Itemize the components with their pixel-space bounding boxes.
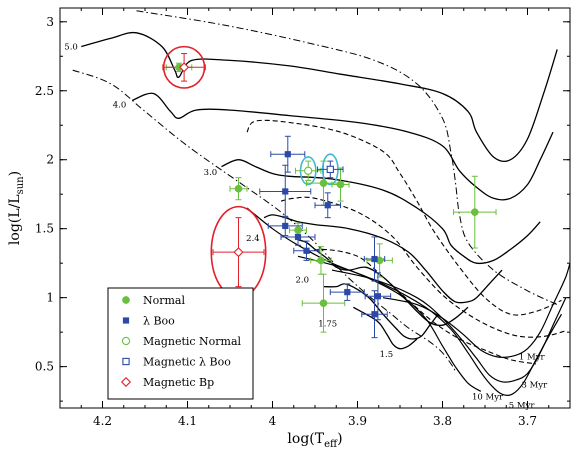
dashdot-curve: [72, 69, 456, 372]
x-axis: 4.2 4.1 4 3.9 3.8 3.7: [59, 8, 571, 428]
data-markers: [175, 62, 479, 318]
data-point: [282, 188, 289, 195]
isochrone-line: [382, 260, 570, 358]
x-tick-label: 3.7: [518, 414, 537, 428]
isochrones: [246, 207, 570, 396]
data-point: [324, 202, 331, 209]
y-tick-label: 1.5: [35, 222, 54, 236]
data-point: [233, 247, 244, 258]
isochrone-label: 1 Myr: [519, 353, 546, 363]
track-mass-label: 1.75: [318, 320, 337, 330]
curve-labels: 1 Myr 3 Myr 5 Myr 10 Myr 5.0 4.0 3.0 2.4 2.0 1.75…: [64, 42, 548, 411]
y-tick-label: 2.5: [35, 84, 54, 98]
x-axis-label: log(Teff): [287, 431, 342, 450]
isochrone-line: [297, 255, 563, 396]
track-line: [131, 92, 554, 201]
track-line: [263, 214, 503, 304]
track-mass-label: 2.0: [295, 275, 309, 285]
data-point: [294, 233, 302, 241]
data-point: [284, 151, 291, 158]
x-tick-label: 3.8: [433, 414, 452, 428]
dashed-curve: [280, 196, 566, 338]
y-tick-label: 1: [46, 291, 54, 305]
dashed-lines: [246, 119, 566, 365]
y-axis: 0.5 1 1.5 2 2.5 3: [35, 15, 570, 402]
data-point: [344, 289, 351, 296]
isochrone-label: 3 Myr: [521, 380, 548, 390]
data-point: [317, 256, 325, 265]
track-line: [221, 159, 541, 265]
track-mass-label: 4.0: [113, 100, 127, 110]
data-point: [336, 180, 345, 189]
x-tick-label: 3.9: [348, 414, 367, 428]
data-point: [179, 62, 190, 73]
data-point: [304, 166, 313, 175]
y-axis-label: log(L/Lsun): [7, 171, 26, 245]
legend-label: Normal: [143, 294, 185, 307]
track-line: [352, 306, 418, 350]
x-tick-label: 4: [269, 414, 277, 428]
legend-label: Magnetic Bp: [143, 376, 214, 389]
data-point: [326, 165, 334, 174]
dashed-curve: [306, 248, 537, 365]
isochrone-line: [246, 207, 482, 392]
isochrone-label: 10 Myr: [472, 393, 504, 403]
isochrone-label: 5 Myr: [509, 401, 536, 411]
legend-marker: [122, 317, 130, 324]
legend-entries: Normal λ Boo Magnetic Normal Magnetic λ Boo…: [120, 294, 242, 389]
legend-marker: [120, 376, 132, 388]
legend: Normal λ Boo Magnetic Normal Magnetic λ Boo…: [107, 287, 254, 400]
track-mass-label: 3.0: [204, 168, 218, 178]
isochrone-line: [331, 269, 567, 383]
data-point: [319, 299, 328, 308]
dashdot-curve: [136, 10, 558, 306]
legend-label: λ Boo: [143, 315, 175, 328]
dash-dot-lines: [72, 10, 558, 372]
data-point: [371, 255, 378, 263]
y-tick-label: 0.5: [35, 360, 54, 374]
data-point: [319, 179, 328, 188]
legend-box: [107, 287, 254, 400]
dashed-curve: [246, 119, 562, 316]
track-line: [323, 283, 439, 340]
data-point: [374, 293, 381, 300]
legend-marker: [122, 296, 130, 304]
legend-marker: [122, 357, 130, 366]
track-mass-label: 5.0: [64, 42, 78, 52]
data-point: [371, 311, 378, 318]
data-point: [303, 247, 310, 254]
x-tick-label: 4.2: [93, 414, 112, 428]
track-line: [81, 31, 558, 163]
legend-label: Magnetic λ Boo: [143, 356, 231, 369]
data-point: [470, 208, 479, 216]
data-point: [282, 222, 289, 230]
track-mass-label: 2.4: [246, 234, 260, 244]
x-tick-label: 4.1: [178, 414, 197, 428]
legend-marker: [121, 336, 131, 346]
track-mass-label: 1.5: [380, 350, 394, 360]
data-point: [294, 226, 302, 234]
legend-label: Magnetic Normal: [143, 335, 242, 348]
y-tick-label: 2: [46, 153, 54, 167]
y-tick-label: 3: [46, 15, 54, 29]
data-point: [234, 184, 243, 193]
